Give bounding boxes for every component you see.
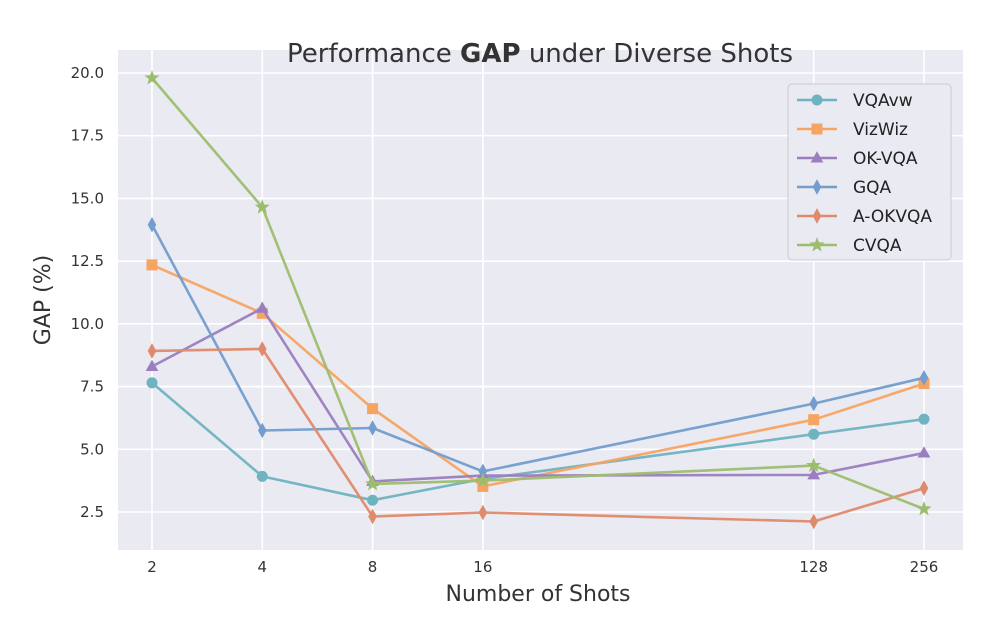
legend-entry: A-OKVQA <box>797 207 932 227</box>
y-tick-label: 15.0 <box>71 189 104 207</box>
series-a-okvqa <box>147 341 929 530</box>
star-marker <box>365 475 381 491</box>
triangle-marker <box>810 151 824 163</box>
y-axis-label: GAP (%) <box>31 255 56 345</box>
chart-title-suffix: under Diverse Shots <box>521 39 793 69</box>
x-tick-label: 16 <box>473 558 492 576</box>
star-marker <box>806 457 822 473</box>
diamond-marker <box>809 513 819 530</box>
series-vqavw <box>146 377 930 506</box>
y-tick-label: 7.5 <box>80 378 104 396</box>
y-tick-label: 2.5 <box>80 503 104 521</box>
legend-entry: OK-VQA <box>797 149 918 169</box>
series-line <box>151 381 925 502</box>
diamond-marker <box>478 504 488 521</box>
star-marker <box>916 501 932 516</box>
series-line <box>151 347 925 523</box>
legend-label: A-OKVQA <box>853 207 932 227</box>
square-marker <box>811 123 823 135</box>
legend-entry: CVQA <box>797 236 902 256</box>
triangle-marker <box>807 468 821 480</box>
circle-marker <box>146 377 158 389</box>
legend-entry: VizWiz <box>797 120 908 140</box>
star-marker <box>144 70 160 85</box>
y-tick-label: 10.0 <box>71 315 104 333</box>
star-marker <box>809 237 825 252</box>
series-line <box>150 224 925 473</box>
diamond-marker <box>147 343 157 359</box>
legend-label: OK-VQA <box>853 149 918 169</box>
square-marker <box>367 403 379 415</box>
series-line <box>151 306 925 483</box>
diamond-marker <box>809 395 819 412</box>
circle-marker <box>256 470 268 482</box>
legend-label: VQAvw <box>853 91 913 111</box>
triangle-marker <box>255 301 269 313</box>
star-marker <box>254 199 270 214</box>
circle-marker <box>918 413 930 425</box>
chart-title-bold: GAP <box>460 39 521 69</box>
y-tick-label: 5.0 <box>80 440 104 458</box>
square-marker <box>146 259 158 271</box>
x-tick-label: 256 <box>910 558 939 576</box>
legend-label: VizWiz <box>853 120 908 140</box>
star-marker <box>475 472 491 488</box>
series-gqa <box>147 216 929 480</box>
triangle-marker <box>145 359 159 372</box>
series-line <box>151 77 925 511</box>
legend-label: GQA <box>853 178 892 198</box>
chart-title: Performance GAP under Diverse Shots <box>287 39 793 69</box>
diamond-marker <box>368 420 377 436</box>
series-line <box>151 263 925 488</box>
diamond-marker <box>368 508 377 525</box>
circle-marker <box>367 494 379 506</box>
diamond-marker <box>257 422 267 439</box>
x-tick-label: 128 <box>799 558 828 576</box>
diamond-marker <box>919 370 929 386</box>
x-axis-label: Number of Shots <box>445 582 630 607</box>
diamond-marker <box>147 216 157 233</box>
legend-entry: GQA <box>797 178 892 198</box>
x-tick-label: 8 <box>368 558 378 576</box>
tick-labels: 2.5 5.0 7.5 10.0 12.5 15.0 17.5 20.0 2 4 8 16 128 256 <box>71 64 939 576</box>
diamond-marker <box>919 480 929 496</box>
square-marker <box>808 414 820 426</box>
x-tick-label: 4 <box>258 558 268 576</box>
y-tick-label: 17.5 <box>71 127 104 145</box>
legend-entry: VQAvw <box>797 91 913 111</box>
y-tick-label: 12.5 <box>71 252 104 270</box>
diamond-marker <box>812 208 822 224</box>
circle-marker <box>811 94 823 106</box>
triangle-marker <box>917 446 931 458</box>
chart-title-prefix: Performance <box>287 39 460 69</box>
diamond-marker <box>257 341 267 357</box>
diamond-marker <box>812 179 822 195</box>
grid <box>118 50 963 550</box>
legend: VQAvw VizWiz OK-VQA GQA A-OKVQA CVQA <box>787 83 952 261</box>
legend-label: CVQA <box>853 236 902 256</box>
circle-marker <box>808 428 820 440</box>
x-tick-label: 2 <box>147 558 157 576</box>
y-tick-label: 20.0 <box>71 64 104 82</box>
series-cvqa <box>144 70 932 516</box>
series-layer <box>144 70 932 530</box>
